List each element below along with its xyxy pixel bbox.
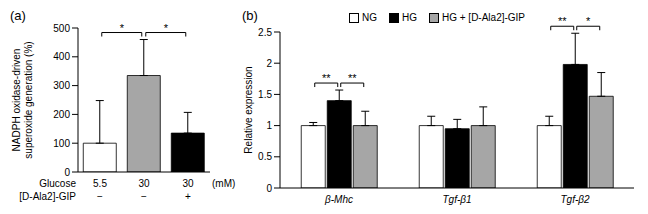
svg-text:−: − [97, 191, 103, 202]
svg-text:*: * [164, 22, 169, 34]
html-text:HG + [D-Ala2]-GIP: HG + [D-Ala2]-GIP [442, 12, 525, 23]
svg-text:0: 0 [64, 167, 70, 178]
svg-text:200: 200 [53, 109, 70, 120]
svg-text:**: ** [558, 15, 567, 27]
svg-text:1.5: 1.5 [258, 89, 272, 100]
svg-text:Relative expression: Relative expression [243, 66, 254, 153]
svg-text:−: − [141, 191, 147, 202]
svg-text:400: 400 [53, 51, 70, 62]
svg-text:2.5: 2.5 [258, 27, 272, 38]
svg-text:*: * [586, 15, 591, 27]
svg-text:*: * [120, 22, 125, 34]
svg-text:**: ** [322, 72, 331, 84]
svg-text:**: ** [348, 72, 357, 84]
svg-text:2: 2 [266, 58, 272, 69]
svg-text:Tgf-β2: Tgf-β2 [560, 194, 589, 205]
svg-text:+: + [185, 191, 191, 202]
html-text:(a): (a) [10, 8, 26, 23]
svg-text:0: 0 [266, 183, 272, 194]
svg-text:30: 30 [138, 178, 150, 189]
html-text:NG: NG [362, 12, 377, 23]
svg-text:Glucose: Glucose [39, 178, 76, 189]
svg-text:[D-Ala2]-GIP: [D-Ala2]-GIP [19, 191, 76, 202]
svg-text:30: 30 [182, 178, 194, 189]
svg-text:1: 1 [266, 120, 272, 131]
svg-text:NADPH oxidase-drivensuperoxide: NADPH oxidase-drivensuperoxide generatio… [11, 41, 34, 158]
svg-text:β-Mhc: β-Mhc [324, 194, 353, 205]
svg-text:(mM): (mM) [212, 178, 235, 189]
svg-text:5.5: 5.5 [93, 178, 107, 189]
html-text:HG: HG [402, 12, 417, 23]
svg-text:100: 100 [53, 138, 70, 149]
svg-text:Tgf-β1: Tgf-β1 [442, 194, 471, 205]
svg-text:500: 500 [53, 23, 70, 34]
html-text:(b): (b) [242, 8, 258, 23]
svg-text:0.5: 0.5 [258, 151, 272, 162]
svg-text:300: 300 [53, 80, 70, 91]
